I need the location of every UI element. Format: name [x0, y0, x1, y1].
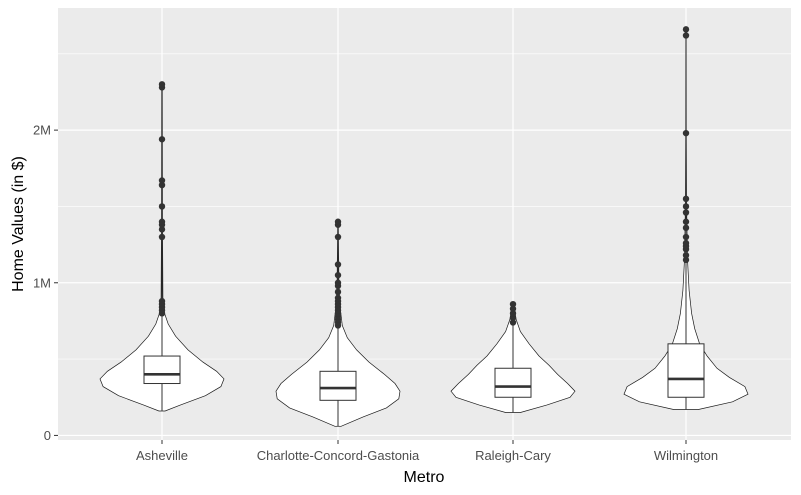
x-tick-label: Raleigh-Cary [475, 448, 551, 463]
outlier-point [682, 233, 690, 241]
box-iqr [667, 343, 705, 398]
outlier-point [334, 271, 342, 279]
outlier-point [682, 252, 690, 259]
outlier-point [509, 314, 517, 322]
y-tick-label: 2M [33, 123, 51, 138]
outlier-point [158, 136, 166, 143]
outlier-point [682, 129, 690, 137]
outlier-point [158, 226, 166, 233]
box-iqr [319, 370, 357, 401]
outlier-point [682, 256, 690, 264]
outlier-point [158, 218, 166, 225]
x-axis: Asheville Charlotte-Concord-Gastonia Ralei… [136, 440, 718, 463]
x-tick-label: Charlotte-Concord-Gastonia [257, 448, 420, 463]
outlier-point [158, 297, 166, 305]
y-axis: 0 1M 2M [33, 123, 58, 443]
outlier-point [334, 279, 342, 286]
outlier-point [158, 203, 166, 210]
x-tick-label: Wilmington [654, 448, 718, 463]
outlier-point [509, 305, 517, 312]
y-tick-label: 1M [33, 275, 51, 290]
outlier-point [682, 32, 690, 39]
outlier-point [509, 319, 517, 326]
outlier-point [334, 294, 342, 302]
outlier-point [158, 81, 166, 88]
outlier-point [682, 209, 690, 216]
outlier-point [682, 195, 690, 203]
outlier-point [682, 218, 690, 225]
outlier-point [158, 233, 166, 241]
outlier-point [158, 181, 166, 189]
outlier-point [334, 233, 342, 241]
outlier-point [682, 224, 690, 232]
outlier-point [334, 288, 342, 296]
outlier-point [682, 26, 690, 33]
outlier-point [334, 218, 342, 225]
outlier-point [509, 300, 517, 308]
outlier-point [158, 177, 166, 184]
box-iqr [143, 355, 181, 385]
y-axis-title: Home Values (in $) [10, 156, 27, 292]
x-tick-label: Asheville [136, 448, 188, 463]
outlier-point [682, 203, 690, 210]
outlier-point [509, 310, 517, 317]
x-axis-title: Metro [404, 469, 445, 486]
outlier-points [158, 26, 690, 329]
outlier-point [682, 239, 690, 247]
outlier-point [334, 261, 342, 268]
box-iqr [494, 367, 532, 398]
y-tick-label: 0 [44, 428, 51, 443]
